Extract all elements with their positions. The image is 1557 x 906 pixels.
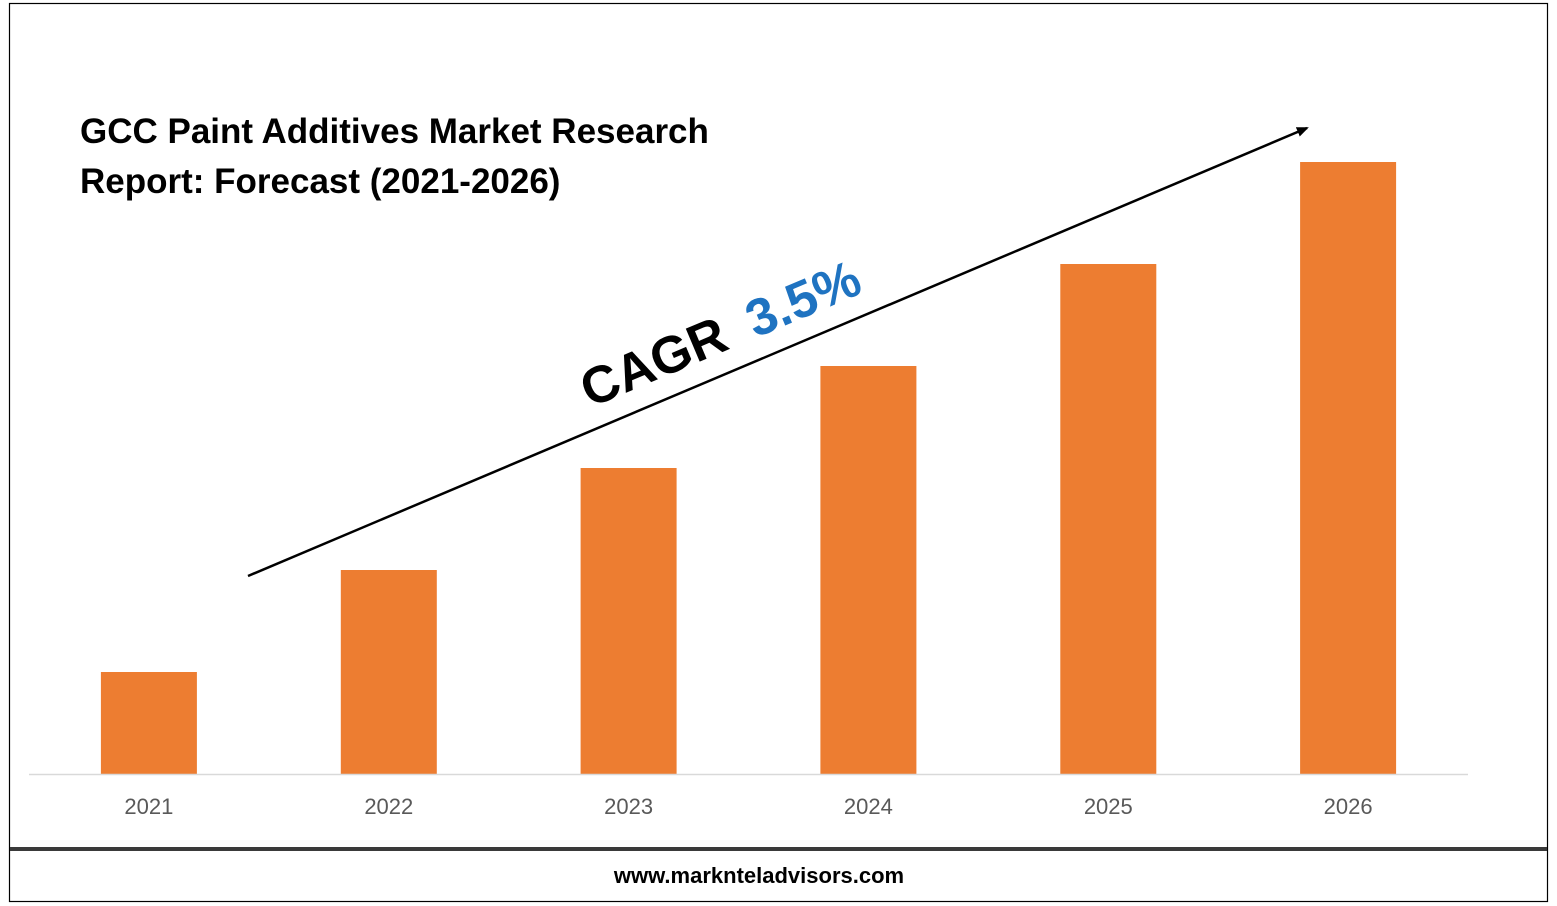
x-tick-label-2026: 2026	[1324, 794, 1373, 819]
x-tick-label-2021: 2021	[124, 794, 173, 819]
x-tick-label-2023: 2023	[604, 794, 653, 819]
x-tick-labels: 2021 2022 2023 2024 2025 2026	[124, 794, 1372, 819]
chart-title-line-1: GCC Paint Additives Market Research	[80, 112, 709, 151]
bar-2021	[100, 672, 197, 774]
bar-2026	[1300, 162, 1397, 774]
x-tick-label-2022: 2022	[364, 794, 413, 819]
trend-arrow	[247, 126, 1309, 578]
cagr-value: 3.5%	[738, 250, 870, 350]
bars-group	[100, 162, 1397, 774]
footer-website: www.marknteladvisors.com	[613, 863, 904, 888]
bar-2023	[580, 468, 677, 774]
x-tick-label-2025: 2025	[1084, 794, 1133, 819]
bar-2022	[340, 570, 437, 774]
footer-separator	[10, 847, 1547, 851]
outer-border	[8, 2, 1549, 903]
bar-2025	[1060, 264, 1157, 774]
x-tick-label-2024: 2024	[844, 794, 893, 819]
cagr-label: CAGR	[572, 306, 736, 419]
bar-2024	[820, 366, 917, 774]
chart-title-line-2: Report: Forecast (2021-2026)	[80, 162, 560, 201]
